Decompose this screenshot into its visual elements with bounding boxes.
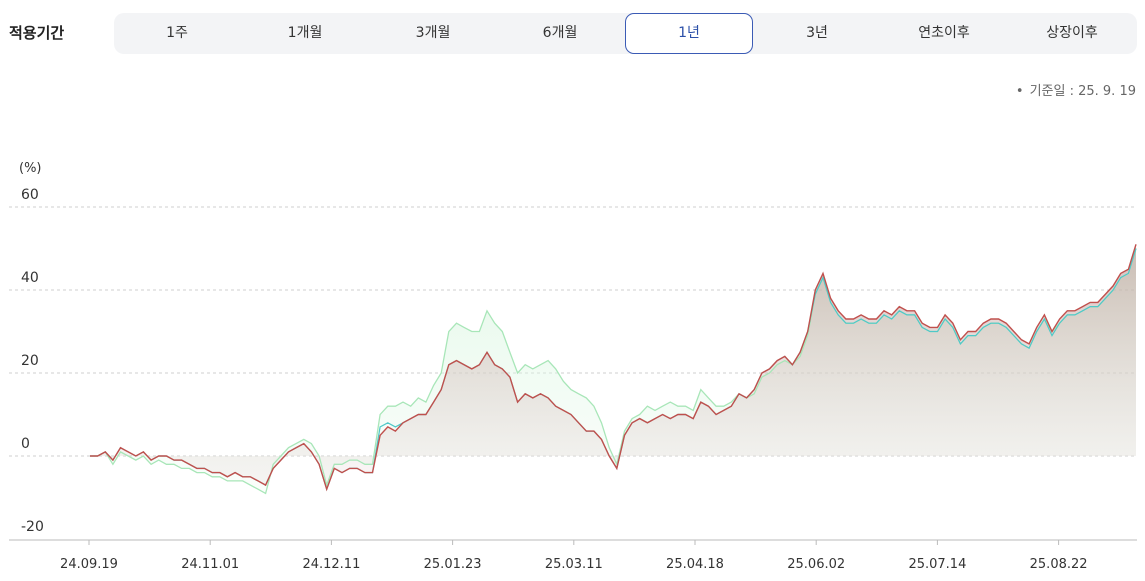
x-tick-label: 25.04.18 <box>666 557 724 572</box>
tab-1-month[interactable]: 1개월 <box>287 25 323 41</box>
y-tick-label: 40 <box>21 270 39 286</box>
period-label: 적용기간 <box>9 24 65 42</box>
y-tick-label: 0 <box>21 436 30 452</box>
tab-1-week[interactable]: 1주 <box>166 25 188 41</box>
x-tick-label: 25.03.11 <box>545 557 603 572</box>
tab-3-years[interactable]: 3년 <box>806 25 828 41</box>
base-date-bullet: • <box>1015 84 1024 99</box>
x-tick-label: 24.09.19 <box>60 557 118 572</box>
tab-ytd[interactable]: 연초이후 <box>918 25 970 41</box>
y-tick-label: 20 <box>21 353 39 369</box>
y-tick-label: 60 <box>21 187 39 203</box>
base-date-text: 기준일 : 25. 9. 19 <box>1029 84 1136 99</box>
x-tick-label: 24.11.01 <box>181 557 239 572</box>
series-area-main <box>90 244 1136 490</box>
x-tick-label: 25.07.14 <box>908 557 966 572</box>
tab-since-listing[interactable]: 상장이후 <box>1046 25 1098 41</box>
tab-6-months[interactable]: 6개월 <box>542 25 578 41</box>
series-line-main <box>90 244 1137 492</box>
tab-1-year[interactable]: 1년 <box>625 13 753 54</box>
x-tick-label: 24.12.11 <box>302 557 360 572</box>
period-tab-bar: 1주 1개월 3개월 6개월 1년 3년 연초이후 상장이후 <box>114 13 1137 54</box>
y-unit-label: (%) <box>19 161 42 176</box>
y-tick-label: -20 <box>21 519 44 535</box>
x-tick-label: 25.08.22 <box>1030 557 1088 572</box>
tab-3-months[interactable]: 3개월 <box>415 25 451 41</box>
x-tick-label: 25.06.02 <box>787 557 845 572</box>
x-tick-label: 25.01.23 <box>424 557 482 572</box>
base-date: • 기준일 : 25. 9. 19 <box>1016 80 1136 99</box>
